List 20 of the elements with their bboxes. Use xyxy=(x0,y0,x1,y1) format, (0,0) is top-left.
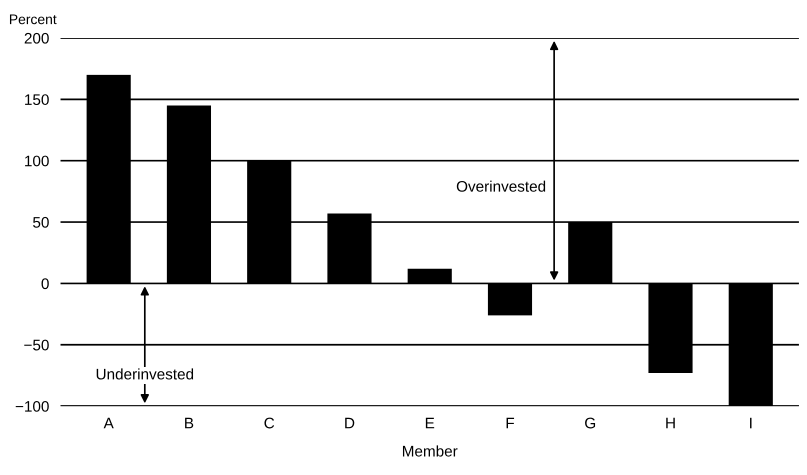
x-tick-label: C xyxy=(264,418,274,428)
y-tick-label: 100 xyxy=(25,156,49,166)
annotation: Underinvested xyxy=(96,368,194,380)
y-tick-label: −50 xyxy=(24,340,49,350)
x-tick-label: I xyxy=(750,418,752,428)
y-axis-title: Percent xyxy=(10,14,57,24)
x-tick-label: E xyxy=(426,418,434,428)
x-tick-label: D xyxy=(345,418,354,428)
y-tick-label: 150 xyxy=(25,94,49,106)
x-tick-label: A xyxy=(104,418,114,428)
y-tick-label: 200 xyxy=(24,32,49,44)
y-tick-label: 0 xyxy=(42,278,49,290)
x-tick-label: G xyxy=(585,418,596,428)
x-tick-label: F xyxy=(506,418,514,428)
annotation: Overinvested xyxy=(456,180,546,192)
y-tick-label: 50 xyxy=(33,216,49,228)
x-tick-label: H xyxy=(666,418,675,428)
x-tick-label: B xyxy=(185,418,194,428)
x-axis-title: Member xyxy=(402,445,458,457)
y-tick-label: −100 xyxy=(16,400,49,412)
